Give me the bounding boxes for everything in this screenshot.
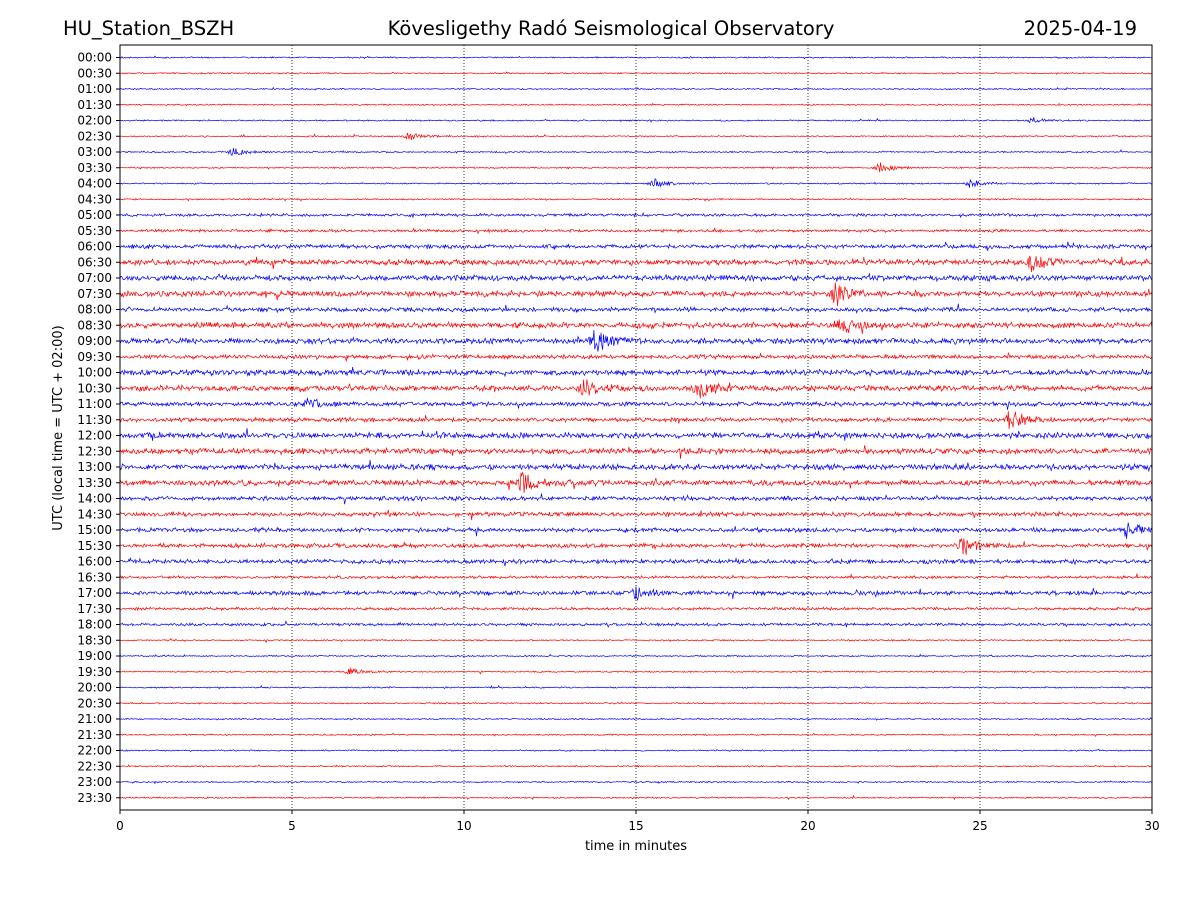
x-tick-label-15: 15 <box>628 819 643 833</box>
y-tick-label-1000: 10:00 <box>77 366 112 380</box>
y-tick-label-1200: 12:00 <box>77 429 112 443</box>
trace-2100 <box>119 717 1153 721</box>
trace-1430 <box>119 509 1153 521</box>
x-axis-title: time in minutes <box>585 839 687 854</box>
y-tick-label-2130: 21:30 <box>77 728 112 742</box>
y-tick-label-0130: 01:30 <box>77 98 112 112</box>
y-tick-label-1330: 13:30 <box>77 476 112 490</box>
y-tick-label-0700: 07:00 <box>77 271 112 285</box>
trace-0930 <box>119 351 1153 362</box>
y-tick-label-1030: 10:30 <box>77 381 112 395</box>
trace-1900 <box>119 653 1153 658</box>
y-tick-label-0830: 08:30 <box>77 318 112 332</box>
station-name: HU_Station_BSZH <box>63 17 234 40</box>
y-tick-label-0530: 05:30 <box>77 224 112 238</box>
y-tick-label-1730: 17:30 <box>77 602 112 616</box>
y-tick-label-2230: 22:30 <box>77 759 112 773</box>
trace-0700 <box>119 273 1153 283</box>
x-tick-label-5: 5 <box>288 819 296 833</box>
x-tick-label-25: 25 <box>972 819 987 833</box>
chart-title: Kövesligethy Radó Seismological Observat… <box>388 17 835 40</box>
x-tick-label-30: 30 <box>1144 819 1159 833</box>
y-tick-label-1800: 18:00 <box>77 618 112 632</box>
trace-1730 <box>119 606 1153 612</box>
y-tick-label-0930: 09:30 <box>77 350 112 364</box>
y-tick-label-0500: 05:00 <box>77 208 112 222</box>
trace-0300 <box>119 148 1153 156</box>
y-tick-label-0000: 00:00 <box>77 51 112 65</box>
x-tick-label-20: 20 <box>800 819 815 833</box>
y-tick-label-1430: 14:30 <box>77 507 112 521</box>
y-tick-label-1400: 14:00 <box>77 492 112 506</box>
y-tick-label-0330: 03:30 <box>77 161 112 175</box>
y-tick-label-0100: 01:00 <box>77 82 112 96</box>
y-tick-label-1130: 11:30 <box>77 413 112 427</box>
trace-1330 <box>119 471 1153 493</box>
x-axis: 0 5 10 15 20 25 30 <box>116 810 1160 833</box>
y-tick-label-2300: 23:00 <box>77 775 112 789</box>
trace-1000 <box>119 367 1153 378</box>
y-tick-label-0900: 09:00 <box>77 334 112 348</box>
y-tick-label-0230: 02:30 <box>77 129 112 143</box>
trace-0800 <box>119 303 1153 315</box>
trace-2230 <box>119 764 1153 768</box>
y-tick-label-0200: 02:00 <box>77 114 112 128</box>
y-tick-label-2000: 20:00 <box>77 681 112 695</box>
trace-0330 <box>119 162 1153 173</box>
minute-gridlines <box>291 45 981 810</box>
y-tick-label-1530: 15:30 <box>77 539 112 553</box>
y-tick-label-2330: 23:30 <box>77 791 112 805</box>
trace-1300 <box>119 459 1153 473</box>
trace-1030 <box>119 379 1153 399</box>
y-tick-label-1900: 19:00 <box>77 649 112 663</box>
y-tick-label-0400: 04:00 <box>77 177 112 191</box>
trace-0730 <box>119 282 1153 307</box>
y-tick-label-0430: 04:30 <box>77 192 112 206</box>
y-axis-title: UTC (local time = UTC + 02:00) <box>51 325 66 530</box>
trace-2300 <box>119 780 1153 785</box>
y-tick-label-2030: 20:30 <box>77 696 112 710</box>
y-tick-label-1500: 15:00 <box>77 523 112 537</box>
y-tick-label-0730: 07:30 <box>77 287 112 301</box>
trace-0200 <box>119 117 1153 124</box>
y-tick-label-1230: 12:30 <box>77 444 112 458</box>
trace-1230 <box>119 445 1153 459</box>
trace-0430 <box>119 197 1153 202</box>
x-tick-label-0: 0 <box>116 819 124 833</box>
trace-1700 <box>119 586 1153 601</box>
y-tick-label-0030: 00:30 <box>77 66 112 80</box>
y-tick-label-1600: 16:00 <box>77 555 112 569</box>
y-tick-label-2100: 21:00 <box>77 712 112 726</box>
y-tick-label-1830: 18:30 <box>77 633 112 647</box>
trace-1930 <box>119 667 1153 675</box>
x-tick-label-10: 10 <box>456 819 471 833</box>
trace-0030 <box>119 71 1153 75</box>
trace-0100 <box>119 86 1153 91</box>
y-tick-label-2200: 22:00 <box>77 744 112 758</box>
y-tick-label-1300: 13:00 <box>77 460 112 474</box>
y-tick-label-1630: 16:30 <box>77 570 112 584</box>
trace-0230 <box>119 132 1153 141</box>
y-tick-label-0600: 06:00 <box>77 240 112 254</box>
y-tick-label-1100: 11:00 <box>77 397 112 411</box>
y-tick-label-0300: 03:00 <box>77 145 112 159</box>
chart-date: 2025-04-19 <box>1024 17 1137 40</box>
y-tick-label-1930: 19:30 <box>77 665 112 679</box>
y-tick-label-1700: 17:00 <box>77 586 112 600</box>
y-tick-label-0630: 06:30 <box>77 255 112 269</box>
y-tick-label-0800: 08:00 <box>77 303 112 317</box>
trace-0530 <box>119 227 1153 235</box>
trace-0500 <box>119 211 1153 219</box>
